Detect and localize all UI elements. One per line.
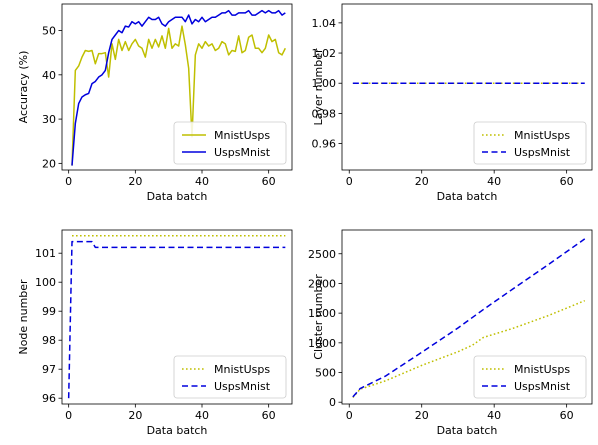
y-axis-label-group: Layer number	[312, 48, 325, 126]
x-axis-label: Data batch	[437, 190, 498, 203]
y-tick-label: 0.96	[312, 138, 337, 151]
y-tick-label: 2000	[308, 277, 336, 290]
y-tick-label: 98	[42, 334, 56, 347]
series-group	[67, 235, 286, 399]
x-tick-label: 60	[262, 175, 276, 188]
series-line-mnistusps	[71, 25, 287, 166]
y-tick-label: 0	[329, 396, 336, 409]
plot-frame	[341, 3, 593, 171]
chart-panel-4: 0 20 40 60 0 500 1000 1500 2000 2500 Data batch Clu…	[308, 229, 593, 437]
series-line-mnistusps	[352, 299, 586, 398]
y-tick-label: 2500	[308, 248, 336, 261]
y-axis-label-group: Accuracy (%)	[17, 51, 30, 124]
y-tick-label: 97	[42, 363, 56, 376]
x-tick-label: 20	[128, 409, 142, 422]
y-axis-label: Cluster number	[312, 274, 325, 360]
x-tick-label: 0	[65, 409, 72, 422]
x-tick-label: 40	[195, 409, 209, 422]
y-axis-label-group: Node number	[17, 279, 30, 355]
y-tick-label: 1.02	[312, 47, 337, 60]
y-tick-label: 40	[42, 69, 56, 82]
x-tick-label: 40	[195, 175, 209, 188]
x-tick-label: 0	[346, 409, 353, 422]
y-axis-label-group: Cluster number	[312, 274, 325, 360]
legend-label: MnistUsps	[514, 363, 570, 376]
x-tick-label: 40	[487, 409, 501, 422]
y-tick-label: 20	[42, 157, 56, 170]
x-tick-label: 0	[65, 175, 72, 188]
legend-label: UspsMnist	[514, 146, 571, 159]
x-tick-label: 0	[346, 175, 353, 188]
legend-label: MnistUsps	[214, 363, 270, 376]
y-tick-label: 101	[35, 247, 56, 260]
y-tick-label: 1.04	[312, 17, 337, 30]
x-tick-label: 20	[415, 409, 429, 422]
y-axis-label: Layer number	[312, 48, 325, 126]
series-line-uspsmnist	[71, 9, 286, 166]
series-line-uspsmnist	[352, 238, 586, 398]
chart-panel-3: 0 20 40 60 96 97 98 99 100 101 Data batch Node numb…	[17, 229, 293, 437]
legend-box	[173, 355, 287, 399]
x-tick-label: 60	[560, 175, 574, 188]
y-tick-label: 1000	[308, 337, 336, 350]
y-axis-label: Node number	[17, 279, 30, 355]
x-axis-label: Data batch	[437, 424, 498, 437]
chart-panel-1: 0 20 40 60 20 30 40 50 Data batch Accuracy (%) Mni…	[17, 3, 293, 203]
legend-box	[473, 355, 587, 399]
plot-frame	[341, 229, 593, 405]
x-tick-label: 60	[560, 409, 574, 422]
legend-label: UspsMnist	[214, 146, 271, 159]
legend-label: UspsMnist	[514, 380, 571, 393]
legend-box	[173, 121, 287, 165]
y-tick-label: 1500	[308, 307, 336, 320]
x-tick-label: 40	[487, 175, 501, 188]
series-group	[71, 9, 287, 166]
x-tick-label: 60	[262, 409, 276, 422]
y-tick-label: 500	[315, 367, 336, 380]
y-tick-label: 50	[42, 25, 56, 38]
legend-label: MnistUsps	[514, 129, 570, 142]
y-tick-label: 100	[35, 276, 56, 289]
y-tick-label: 0.98	[312, 107, 337, 120]
chart-panel-2: 0 20 40 60 0.96 0.98 1.00 1.02 1.04 Data batch Lay…	[312, 3, 593, 203]
legend-label: UspsMnist	[214, 380, 271, 393]
legend: MnistUsps UspsMnist	[473, 121, 587, 165]
plot-frame	[61, 229, 293, 405]
legend-label: MnistUsps	[214, 129, 270, 142]
legend: MnistUsps UspsMnist	[473, 355, 587, 399]
x-axis-label: Data batch	[147, 190, 208, 203]
y-tick-label: 1.00	[312, 77, 337, 90]
series-group	[352, 238, 586, 398]
y-axis-label: Accuracy (%)	[17, 51, 30, 124]
series-line-uspsmnist	[67, 240, 286, 399]
y-tick-label: 30	[42, 113, 56, 126]
legend-box	[473, 121, 587, 165]
plot-frame	[61, 3, 293, 171]
legend: MnistUsps UspsMnist	[173, 121, 287, 165]
x-tick-label: 20	[128, 175, 142, 188]
x-axis-label: Data batch	[147, 424, 208, 437]
y-tick-label: 96	[42, 392, 56, 405]
legend: MnistUsps UspsMnist	[173, 355, 287, 399]
y-tick-label: 99	[42, 305, 56, 318]
x-tick-label: 20	[415, 175, 429, 188]
